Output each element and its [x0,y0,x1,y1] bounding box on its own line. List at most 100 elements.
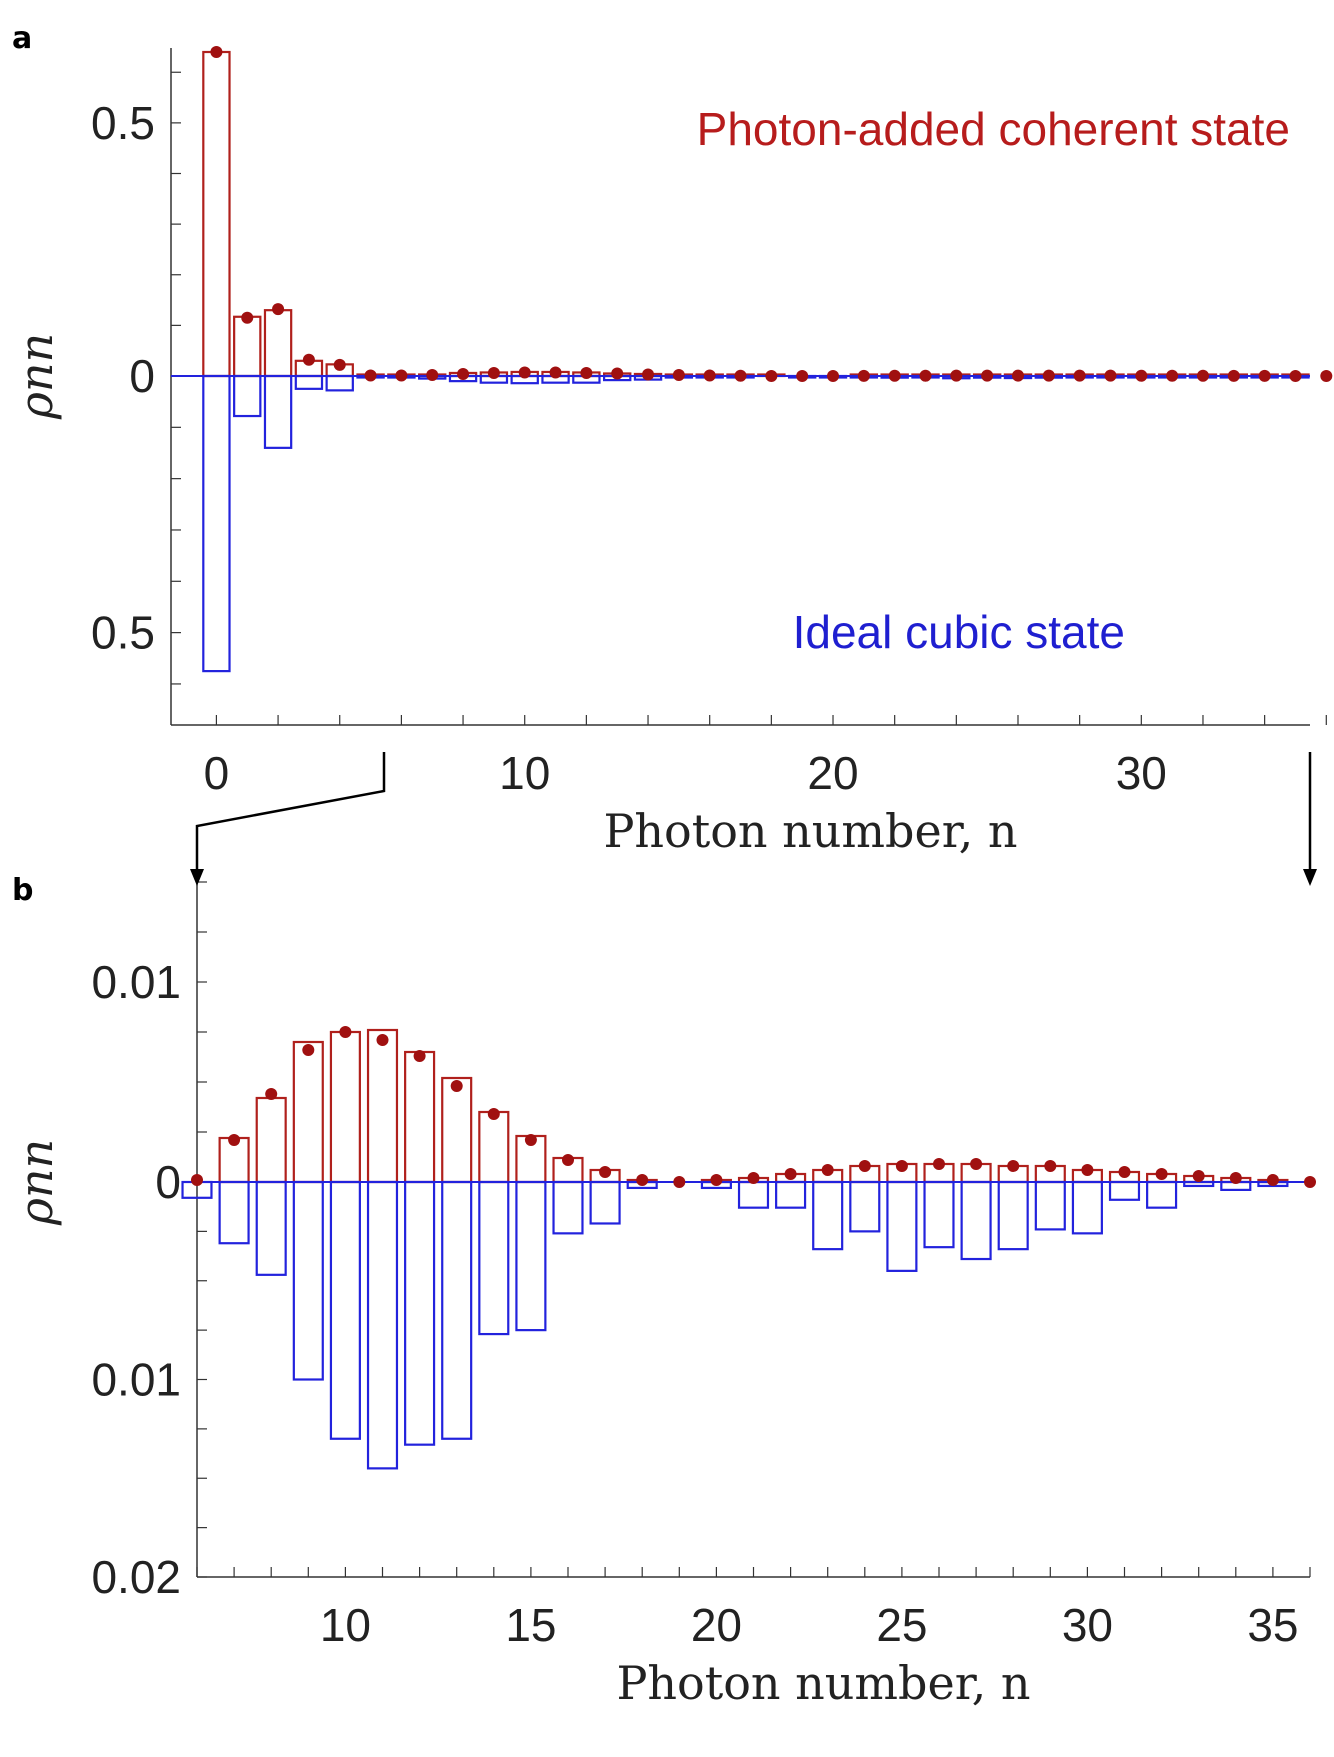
data-point [376,1034,389,1046]
x-axis-title: Photon number, n [603,804,1017,858]
x-tick-label: 0 [204,747,230,799]
data-point [413,1050,426,1062]
ideal-bar [294,374,324,390]
data-point [734,369,747,382]
data-point [191,1174,203,1186]
data-point [672,368,685,381]
ideal-bar [960,1180,992,1261]
data-point [1192,1170,1205,1182]
y-axis-title: ρnn [9,333,63,420]
data-point [272,303,285,316]
data-point [673,1176,686,1188]
ideal-bar [589,1180,621,1225]
data-point [857,369,870,382]
ideal-bar [478,1180,510,1336]
data-point [919,369,932,382]
x-tick-label: 15 [505,1599,556,1651]
legend-ideal: Ideal cubic state [793,606,1125,658]
ideal-bar [441,1180,473,1440]
data-point [970,1158,983,1170]
measured-bar [292,1040,324,1184]
data-point [1044,1160,1057,1172]
data-point [580,366,593,379]
data-point [1155,1168,1168,1180]
data-point [747,1172,760,1184]
data-point [395,369,408,382]
y-tick-label: 0.5 [91,607,155,659]
data-point [524,1134,537,1146]
y-tick-label: 0.5 [91,97,155,149]
ideal-bar [849,1180,881,1233]
data-point [1196,369,1209,382]
data-point [636,1174,649,1186]
ideal-bar [923,1180,955,1249]
y-tick-label: 0 [129,350,155,402]
ideal-bar [1034,1180,1066,1231]
data-point [933,1158,945,1170]
data-point [1229,1172,1242,1184]
data-point [1042,369,1055,382]
data-point [1304,1176,1316,1188]
measured-bar [478,1110,510,1184]
ideal-bar [737,1180,770,1209]
x-tick-label: 30 [1062,1599,1113,1651]
data-point [549,366,562,379]
data-point [1320,369,1333,382]
y-tick-label: 0 [155,1156,181,1208]
data-point [241,311,254,324]
ideal-bar [997,1180,1029,1251]
data-point [364,369,377,382]
data-point [265,1088,278,1100]
measured-bar [202,50,231,378]
data-point [210,46,223,58]
zoom-connector [190,752,1317,886]
x-tick-label: 25 [876,1599,927,1651]
x-axis-title: Photon number, n [616,1656,1030,1710]
data-point [710,1174,723,1186]
data-point [895,1160,908,1172]
data-point [858,1160,871,1172]
data-point [562,1154,574,1166]
data-point [302,353,315,366]
data-point [1227,369,1240,382]
panel-label-a: a [12,21,32,56]
data-point [611,367,624,380]
x-tick-label: 35 [1247,1599,1298,1651]
x-tick-label: 10 [320,1599,371,1651]
ideal-bar [263,374,293,449]
x-tick-label: 30 [1116,747,1167,799]
ideal-bar [218,1180,250,1245]
data-point [784,1168,797,1180]
data-point [487,1108,500,1120]
measured-bar [441,1076,473,1184]
data-point [1073,369,1086,382]
data-point [1011,369,1024,382]
y-tick-label: 0.02 [91,1551,181,1603]
data-point [487,366,500,379]
measured-bar [263,309,293,378]
ideal-bar [1071,1180,1103,1235]
measured-bar [329,1030,361,1184]
data-point [450,1080,463,1092]
ideal-bar [325,374,354,392]
data-point [950,369,963,382]
measured-bar [404,1050,436,1184]
chart-panel-b: 0 0.01 0.01 0.02 10 15 20 25 30 35 Photon number, … [9,878,1316,1710]
data-point [1081,1164,1094,1176]
data-point [1166,369,1179,382]
ideal-bar [1146,1180,1178,1209]
ideal-bar [292,1180,324,1381]
data-point [1104,369,1117,382]
data-point [765,369,778,382]
ideal-bar [404,1180,436,1446]
ideal-bar [515,1180,547,1332]
panel-label-b: b [12,873,33,908]
data-point [888,369,901,382]
ideal-bar [255,1180,287,1276]
data-point [518,366,531,379]
data-point [642,368,655,381]
data-point [1118,1166,1131,1178]
data-point [821,1164,834,1176]
data-point [796,370,809,382]
legend-measured: Photon-added coherent state [697,103,1290,155]
